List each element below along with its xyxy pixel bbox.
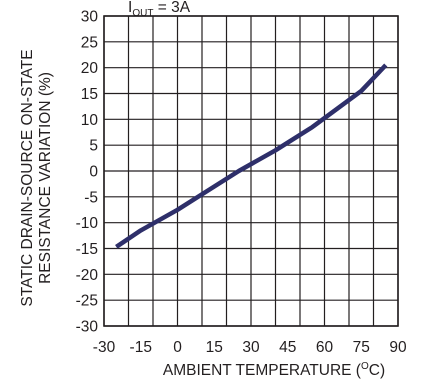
x-tick-label: 75 [353,339,370,356]
y-tick-label: 0 [89,164,98,181]
y-tick-labels: 30 25 20 15 10 5 0 -5 -10 -15 -20 -25 -30 [76,9,99,336]
title-sub: OUT [132,8,153,19]
y-tick-label: 20 [81,60,99,77]
y-tick-label: 5 [89,138,98,155]
y-tick-label: 15 [81,86,98,103]
x-tick-label: -15 [130,339,152,356]
y-tick-label: -30 [76,319,99,336]
grid [103,15,399,327]
series-layer [115,63,388,249]
x-tick-label: 90 [389,339,407,356]
x-tick-label: 30 [242,339,260,356]
x-tick-label: 45 [279,339,296,356]
x-axis-title: AMBIENT TEMPERATURE (OC) [163,361,385,379]
chart-title-fragment: IOUT = 3A [128,0,191,19]
series-line [115,63,388,249]
y-axis-title-line-2: RESISTANCE VARIATION (%) [37,72,54,284]
x-tick-label: 0 [173,339,182,356]
x-tick-labels: -30 -15 0 15 30 45 60 75 90 [93,339,407,356]
x-axis-title-text: AMBIENT TEMPERATURE ( [163,362,362,379]
title-rest: = 3A [153,0,190,16]
title-main: I [128,0,132,16]
x-axis-title-unit: C) [369,362,385,379]
y-tick-label: -5 [84,189,98,206]
y-axis-title-line-1: STATIC DRAIN-SOURCE ON-STATE [19,49,36,306]
y-tick-label: 25 [81,34,98,51]
x-tick-label: -30 [93,339,116,356]
x-tick-label: 60 [316,339,334,356]
x-axis-title-sup: O [361,361,369,372]
y-tick-label: 10 [81,112,99,129]
y-tick-label: 30 [81,9,99,26]
y-tick-label: -20 [76,267,99,284]
y-tick-label: -10 [76,215,99,232]
plot-frame [103,15,399,327]
y-tick-label: -25 [76,293,98,310]
y-tick-label: -15 [76,241,98,258]
x-tick-label: 15 [206,339,223,356]
